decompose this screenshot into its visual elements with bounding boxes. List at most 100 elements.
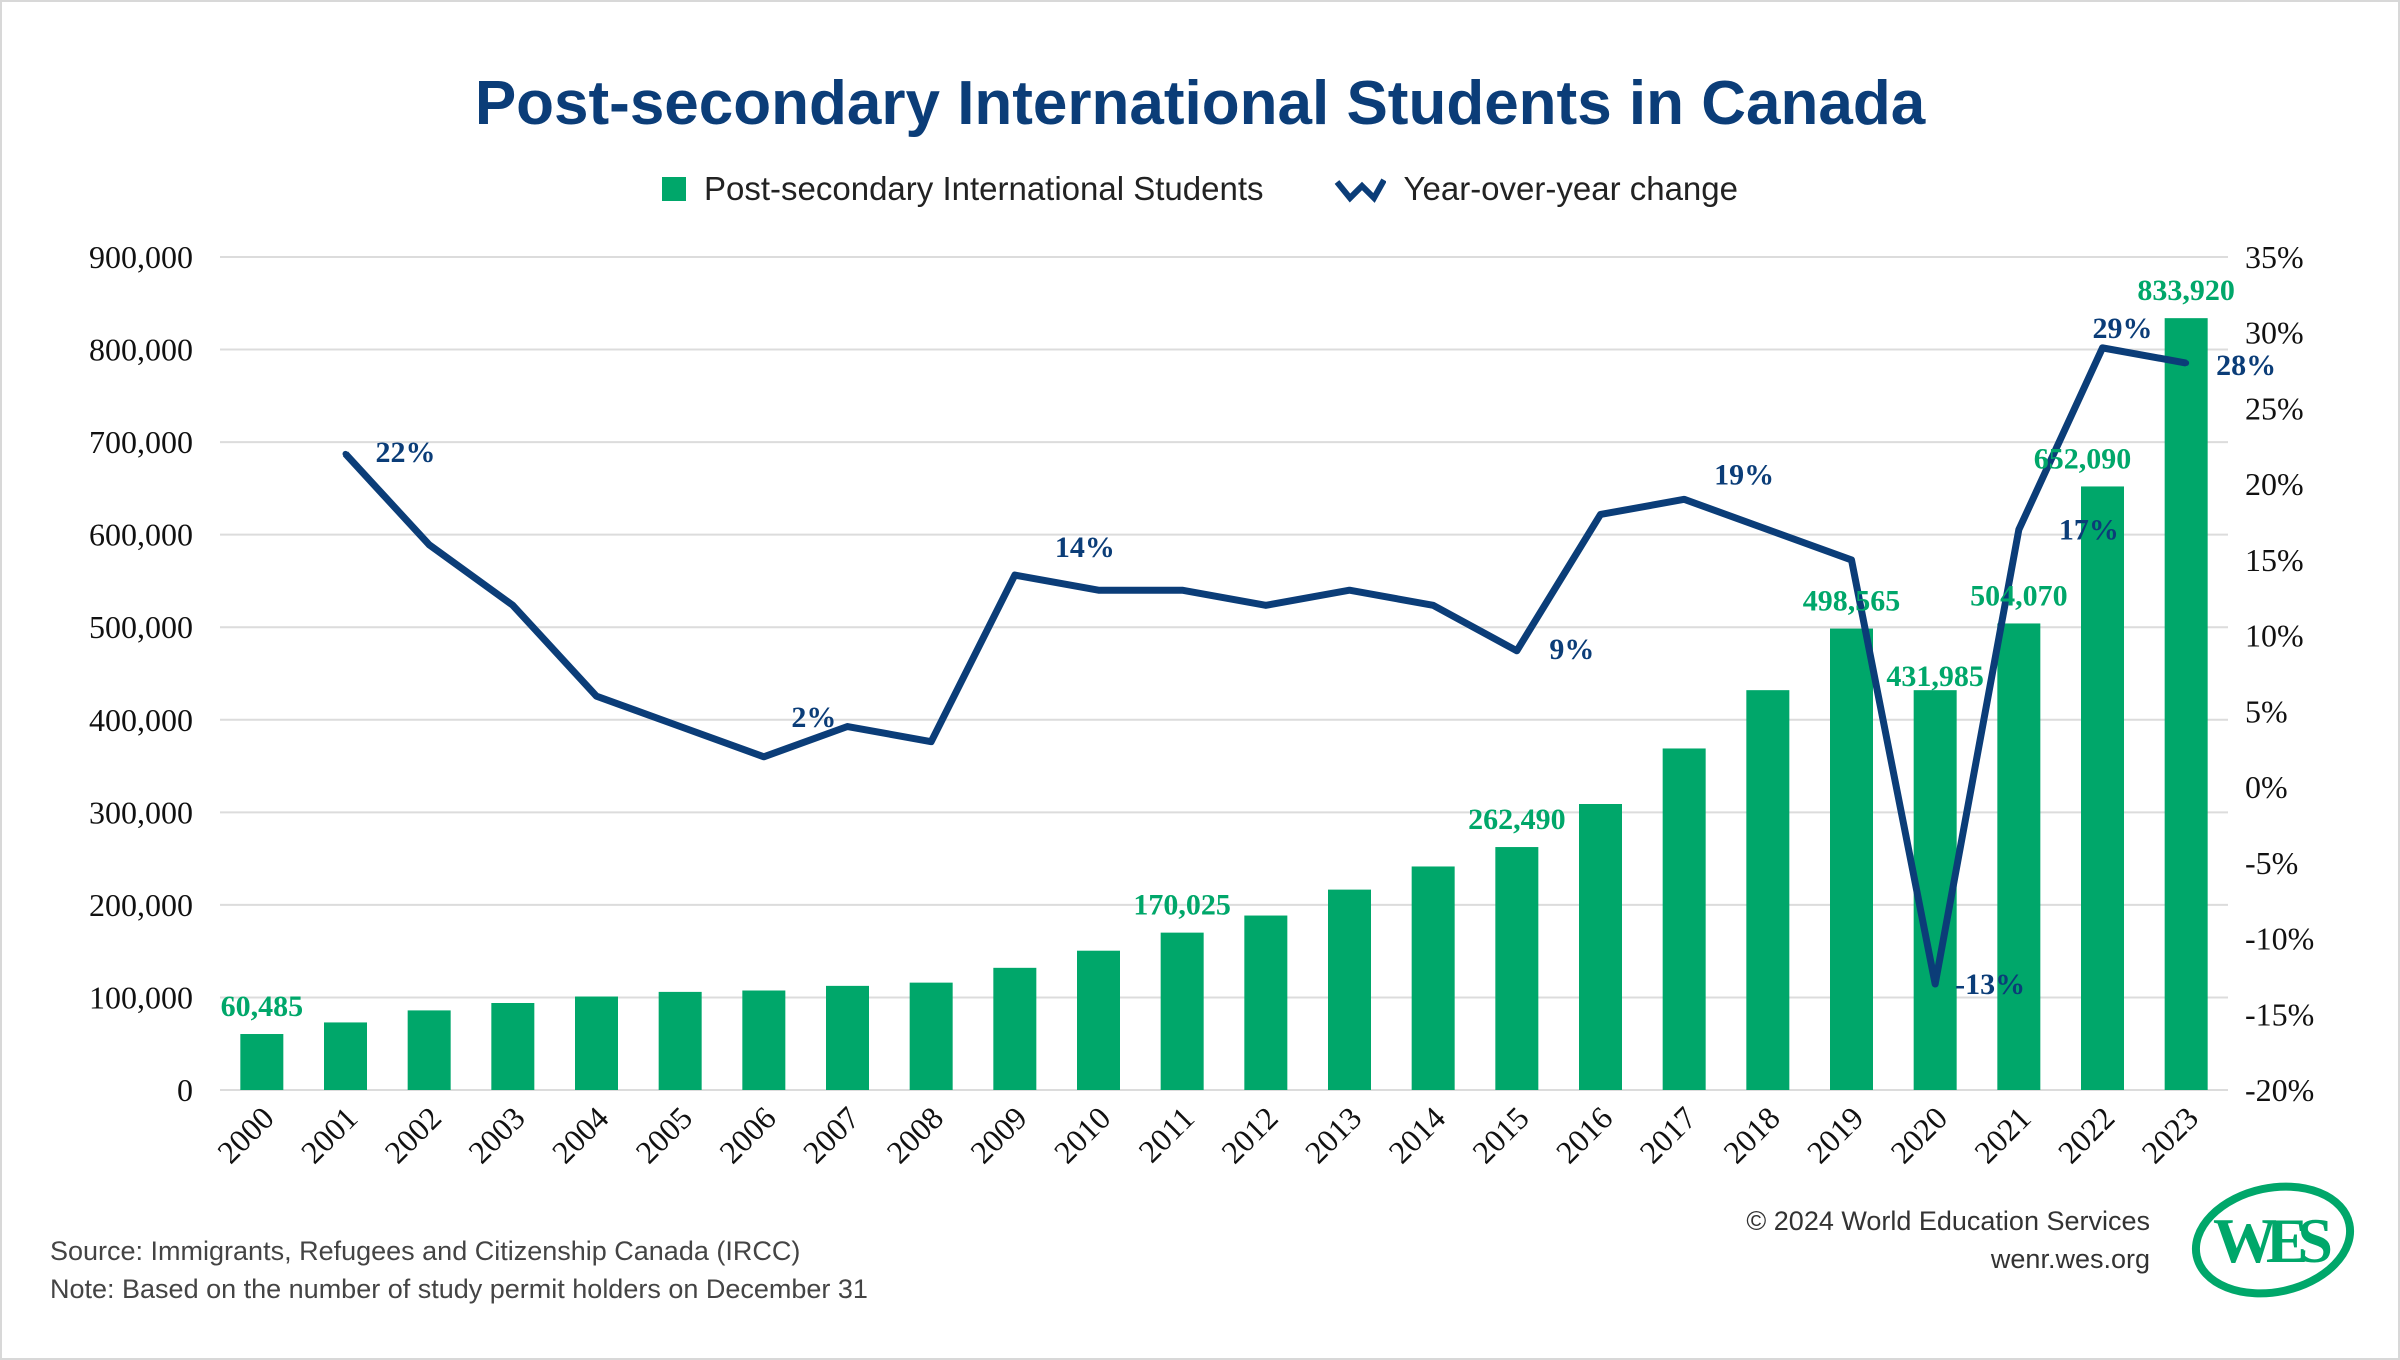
bar <box>2164 318 2208 1090</box>
bar <box>240 1034 284 1090</box>
x-tick-label: 2011 <box>1131 1099 1201 1169</box>
y-right-tick-label: 30% <box>2245 315 2304 351</box>
x-tick-label: 2017 <box>1632 1099 1703 1170</box>
y-left-tick-label: 300,000 <box>89 794 193 830</box>
yoy-point <box>1346 587 1353 594</box>
yoy-point <box>1430 602 1437 609</box>
legend-label: Year-over-year change <box>1403 170 1738 207</box>
y-left-tick-label: 500,000 <box>89 609 193 645</box>
bar <box>1411 866 1455 1090</box>
source-text: Source: Immigrants, Refugees and Citizen… <box>50 1236 801 1266</box>
yoy-point <box>1262 602 1269 609</box>
x-tick-label: 2002 <box>377 1099 448 1170</box>
x-tick-label: 2012 <box>1214 1099 1285 1170</box>
y-right-tick-label: -20% <box>2245 1072 2314 1108</box>
bar-data-label: 498,565 <box>1803 585 1901 618</box>
bar-data-label: 170,025 <box>1133 889 1231 922</box>
x-tick-label: 2019 <box>1800 1099 1871 1170</box>
x-tick-label: 2013 <box>1298 1099 1369 1170</box>
line-data-label: 2% <box>791 701 836 734</box>
y-left-tick-label: 600,000 <box>89 517 193 553</box>
yoy-point <box>1095 587 1102 594</box>
bar-data-label: 833,920 <box>2137 274 2235 307</box>
y-left-tick-label: 200,000 <box>89 887 193 923</box>
yoy-point <box>1681 496 1688 503</box>
bar <box>1244 915 1288 1090</box>
x-tick-label: 2003 <box>461 1099 532 1170</box>
legend: Post-secondary International Students Ye… <box>0 170 2400 208</box>
yoy-point <box>1848 556 1855 563</box>
x-tick-label: 2009 <box>963 1099 1034 1170</box>
x-tick-label: 2001 <box>294 1099 365 1170</box>
line-data-label: 17% <box>2059 514 2119 547</box>
yoy-point <box>1932 980 1939 987</box>
bar <box>1830 628 1873 1090</box>
svg-text:WES: WES <box>2213 1205 2333 1276</box>
bar-data-label: 431,985 <box>1886 660 1984 693</box>
x-tick-label: 2010 <box>1047 1099 1118 1170</box>
x-tick-label: 2014 <box>1381 1099 1452 1170</box>
x-tick-label: 2008 <box>879 1099 950 1170</box>
yoy-point <box>2183 360 2190 367</box>
bar <box>826 985 869 1090</box>
url-text: wenr.wes.org <box>1990 1244 2150 1274</box>
y-right-tick-label: 20% <box>2245 466 2304 502</box>
x-tick-label: 2015 <box>1465 1099 1536 1170</box>
bar <box>2081 486 2124 1090</box>
legend-line-icon <box>1334 178 1386 203</box>
y-right-tick-label: -5% <box>2245 845 2298 881</box>
bar <box>909 982 953 1090</box>
line-data-label: 29% <box>2093 312 2153 345</box>
line-data-label: 28% <box>2216 349 2276 382</box>
y-right-tick-label: 0% <box>2245 769 2288 805</box>
y-left-tick-label: 800,000 <box>89 332 193 368</box>
x-tick-label: 2023 <box>2134 1099 2205 1170</box>
yoy-point <box>760 753 767 760</box>
bar <box>1662 748 1706 1090</box>
y-right-tick-label: -10% <box>2245 921 2314 957</box>
y-left-tick-label: 700,000 <box>89 424 193 460</box>
y-right-tick-label: 15% <box>2245 542 2304 578</box>
wes-logo: WES <box>2191 1182 2355 1298</box>
bar <box>1160 932 1204 1090</box>
bar <box>575 996 618 1090</box>
yoy-point <box>844 723 851 730</box>
yoy-point <box>1011 572 1018 579</box>
x-tick-label: 2004 <box>545 1099 616 1170</box>
yoy-point <box>677 723 684 730</box>
x-tick-label: 2006 <box>712 1099 783 1170</box>
chart-title: Post-secondary International Students in… <box>474 69 1926 138</box>
x-tick-label: 2020 <box>1883 1099 1954 1170</box>
x-tick-label: 2021 <box>1967 1099 2038 1170</box>
bar <box>742 990 786 1090</box>
yoy-point <box>1597 511 1604 518</box>
bar <box>324 1022 367 1090</box>
legend-item-students: Post-secondary International Students <box>662 170 1264 208</box>
yoy-point <box>2015 526 2022 533</box>
y-right-tick-label: -15% <box>2245 996 2314 1032</box>
x-tick-label: 2016 <box>1549 1099 1620 1170</box>
footer-left: Source: Immigrants, Refugees and Citizen… <box>50 1232 868 1308</box>
bar <box>1495 847 1539 1090</box>
yoy-point <box>593 693 600 700</box>
x-tick-label: 2022 <box>2051 1099 2122 1170</box>
yoy-point <box>2099 344 2106 351</box>
bar <box>491 1002 535 1090</box>
yoy-point <box>426 541 433 548</box>
y-left-tick-label: 900,000 <box>89 239 193 275</box>
y-right-tick-label: 5% <box>2245 693 2288 729</box>
line-data-label: 19% <box>1714 458 1774 491</box>
y-right-tick-label: 10% <box>2245 618 2304 654</box>
yoy-point <box>342 450 349 457</box>
bar <box>407 1010 451 1090</box>
x-tick-label: 2000 <box>210 1099 281 1170</box>
yoy-point <box>509 602 516 609</box>
yoy-point <box>1513 647 1520 654</box>
yoy-point <box>928 738 935 745</box>
bar <box>1328 889 1371 1090</box>
bar-data-label: 60,485 <box>221 990 304 1023</box>
bar-data-label: 262,490 <box>1468 803 1566 836</box>
x-tick-label: 2007 <box>796 1099 867 1170</box>
